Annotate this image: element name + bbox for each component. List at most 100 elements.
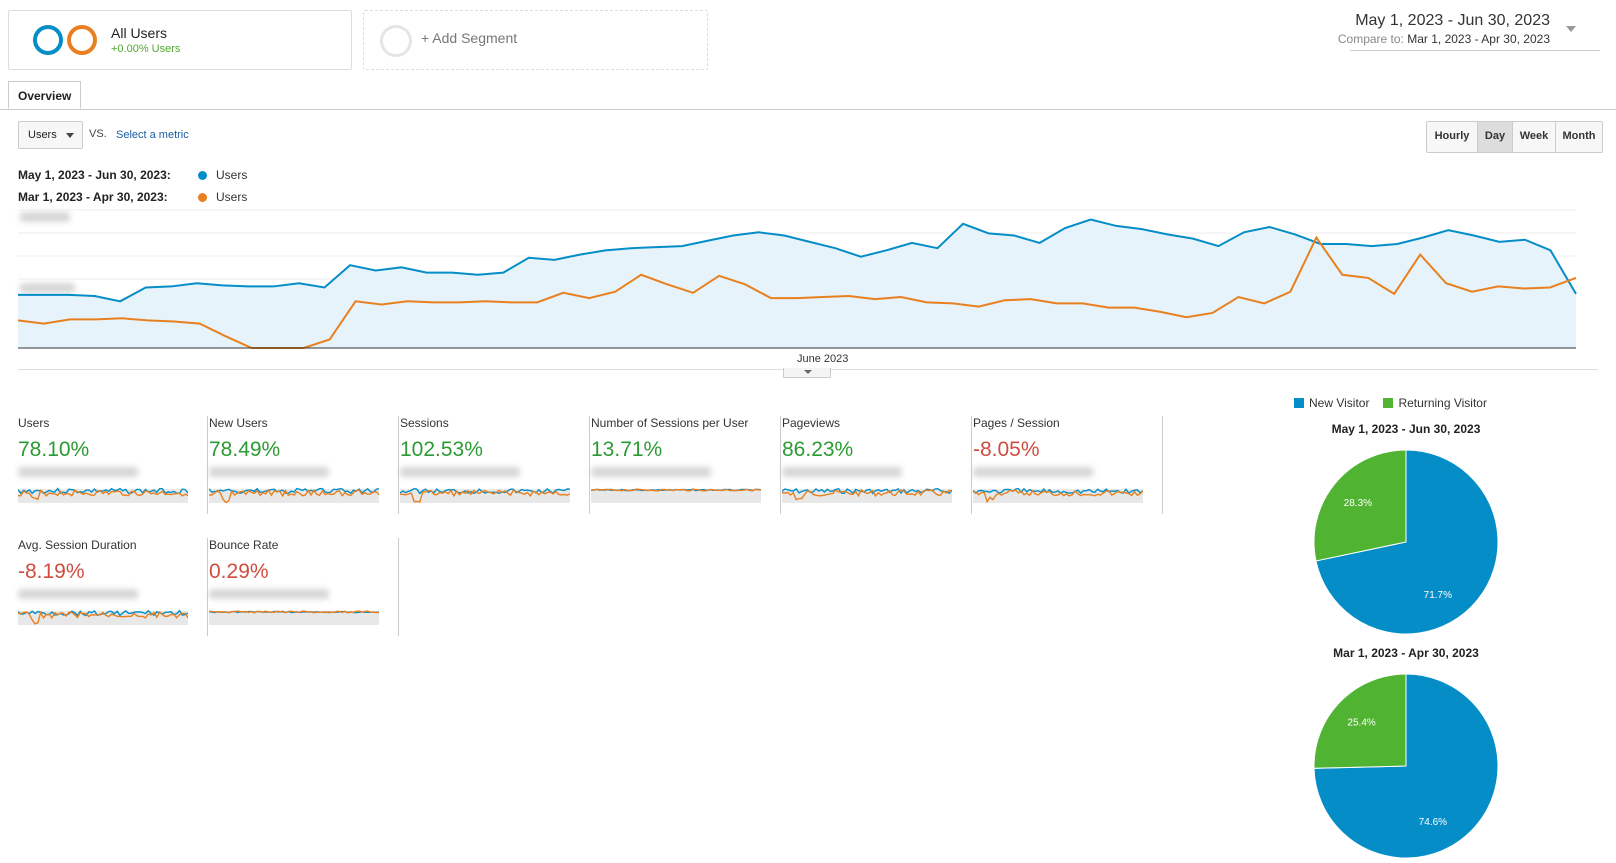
scorecard-avg-session-duration[interactable]: Avg. Session Duration -8.19% bbox=[18, 538, 208, 636]
compare-label: Compare to: bbox=[1337, 32, 1404, 46]
tab-divider bbox=[0, 109, 1616, 110]
sparkline-line bbox=[400, 489, 570, 503]
sparkline bbox=[18, 609, 188, 625]
sparkline-line bbox=[209, 610, 379, 614]
legend-range: Mar 1, 2023 - Apr 30, 2023: bbox=[18, 190, 168, 204]
segment-title: All Users bbox=[111, 25, 168, 41]
pie-label-new-visitor: 74.6% bbox=[1419, 817, 1447, 828]
x-axis-label: June 2023 bbox=[797, 353, 849, 365]
blurred-value bbox=[18, 589, 138, 599]
pie-legend: New Visitor Returning Visitor bbox=[1294, 396, 1487, 410]
scorecard-bounce-rate[interactable]: Bounce Rate 0.29% bbox=[209, 538, 399, 636]
legend-series-name: Users bbox=[216, 190, 248, 204]
date-range-picker[interactable]: May 1, 2023 - Jun 30, 2023 Compare to: M… bbox=[1338, 10, 1600, 51]
scorecard-pages-per-session[interactable]: Pages / Session -8.05% bbox=[973, 416, 1163, 514]
blurred-value bbox=[400, 467, 520, 477]
scorecard-value: -8.19% bbox=[18, 560, 85, 583]
tab-overview[interactable]: Overview bbox=[8, 81, 82, 109]
pie-label-new-visitor: 71.7% bbox=[1424, 590, 1452, 601]
scorecard-label: New Users bbox=[209, 416, 268, 430]
users-line-chart[interactable] bbox=[0, 205, 1616, 355]
series-area bbox=[18, 219, 1576, 348]
sparkline-line bbox=[209, 488, 379, 503]
blurred-value bbox=[209, 589, 329, 599]
sparkline-line bbox=[782, 488, 952, 501]
blurred-value bbox=[782, 467, 902, 477]
sparkline-line bbox=[591, 488, 761, 492]
add-segment-label: + Add Segment bbox=[421, 30, 518, 46]
scorecard-value: 102.53% bbox=[400, 438, 483, 461]
pie-label-returning-visitor: 25.4% bbox=[1347, 718, 1375, 729]
interval-selector: Hourly Day Week Month bbox=[1426, 121, 1603, 153]
pie-slice-returning-visitor bbox=[1313, 449, 1407, 562]
sparkline-area bbox=[209, 611, 379, 625]
scorecard-value: 78.10% bbox=[18, 438, 90, 461]
compare-range: Mar 1, 2023 - Apr 30, 2023 bbox=[1407, 32, 1550, 46]
pie-chart-compare[interactable]: 25.4% 74.6% bbox=[1306, 666, 1506, 862]
scorecard-value: 0.29% bbox=[209, 560, 269, 583]
sparkline bbox=[18, 487, 188, 503]
legend-dot-icon bbox=[198, 171, 207, 180]
interval-month-button[interactable]: Month bbox=[1556, 122, 1602, 152]
scorecard-sessions-per-user[interactable]: Number of Sessions per User 13.71% bbox=[591, 416, 781, 514]
legend-series-name: Users bbox=[216, 168, 248, 182]
scorecard-value: -8.05% bbox=[973, 438, 1040, 461]
blurred-axis-label bbox=[20, 212, 70, 222]
sparkline-area bbox=[591, 489, 761, 503]
legend-swatch-icon bbox=[1383, 398, 1394, 408]
chevron-down-icon[interactable] bbox=[1566, 26, 1576, 32]
pie-label-returning-visitor: 28.3% bbox=[1344, 498, 1372, 509]
scorecard-users[interactable]: Users 78.10% bbox=[18, 416, 208, 514]
sparkline bbox=[973, 487, 1143, 503]
sparkline bbox=[400, 487, 570, 503]
metric-dropdown-value: Users bbox=[28, 129, 57, 141]
sparkline bbox=[209, 610, 379, 625]
legend-label: New Visitor bbox=[1309, 396, 1370, 410]
legend-range: May 1, 2023 - Jun 30, 2023: bbox=[18, 168, 171, 182]
sparkline-area bbox=[973, 489, 1143, 503]
pie-chart-current[interactable]: 28.3% 71.7% bbox=[1306, 442, 1506, 642]
blurred-value bbox=[209, 467, 329, 477]
scorecard-new-users[interactable]: New Users 78.49% bbox=[209, 416, 399, 514]
legend-label: Returning Visitor bbox=[1398, 396, 1487, 410]
date-range-main: May 1, 2023 - Jun 30, 2023 bbox=[1355, 12, 1550, 29]
interval-hourly-button[interactable]: Hourly bbox=[1427, 122, 1478, 152]
chart-collapse-handle[interactable] bbox=[783, 368, 831, 378]
segment-circle-icon bbox=[67, 25, 97, 55]
pie-title-current: May 1, 2023 - Jun 30, 2023 bbox=[1331, 422, 1481, 436]
vs-label: VS. bbox=[89, 128, 107, 140]
select-metric-link[interactable]: Select a metric bbox=[116, 129, 189, 141]
add-segment-button[interactable]: + Add Segment bbox=[363, 10, 708, 70]
blurred-value bbox=[973, 467, 1093, 477]
sparkline-area bbox=[18, 611, 188, 625]
scorecard-label: Avg. Session Duration bbox=[18, 538, 137, 552]
metric-dropdown[interactable]: Users bbox=[18, 121, 83, 149]
interval-day-button[interactable]: Day bbox=[1478, 122, 1513, 152]
segment-all-users[interactable]: All Users +0.00% Users bbox=[8, 10, 352, 70]
segment-subtitle: +0.00% Users bbox=[111, 43, 181, 55]
blurred-value bbox=[18, 467, 138, 477]
pie-legend-returning-visitor[interactable]: Returning Visitor bbox=[1383, 396, 1487, 410]
scorecard-label: Sessions bbox=[400, 416, 449, 430]
date-range-compare: Compare to: Mar 1, 2023 - Apr 30, 2023 bbox=[1338, 32, 1550, 46]
scorecard-value: 86.23% bbox=[782, 438, 854, 461]
scorecard-label: Bounce Rate bbox=[209, 538, 279, 552]
sparkline-line bbox=[18, 610, 188, 625]
scorecard-sessions[interactable]: Sessions 102.53% bbox=[400, 416, 590, 514]
pie-legend-new-visitor[interactable]: New Visitor bbox=[1294, 396, 1369, 410]
scorecard-label: Number of Sessions per User bbox=[591, 416, 749, 430]
sparkline-line bbox=[18, 487, 188, 495]
caret-down-icon bbox=[66, 133, 74, 138]
scorecard-label: Pages / Session bbox=[973, 416, 1060, 430]
sparkline-line bbox=[209, 487, 379, 495]
sparkline bbox=[782, 487, 952, 503]
interval-week-button[interactable]: Week bbox=[1513, 122, 1556, 152]
segment-circle-icon bbox=[33, 25, 63, 55]
pie-title-compare: Mar 1, 2023 - Apr 30, 2023 bbox=[1333, 646, 1479, 660]
sparkline-line bbox=[973, 489, 1143, 503]
sparkline bbox=[209, 487, 379, 503]
scorecard-pageviews[interactable]: Pageviews 86.23% bbox=[782, 416, 972, 514]
empty-circle-icon bbox=[380, 25, 412, 57]
blurred-axis-label bbox=[20, 283, 75, 293]
legend-swatch-icon bbox=[1294, 398, 1304, 408]
